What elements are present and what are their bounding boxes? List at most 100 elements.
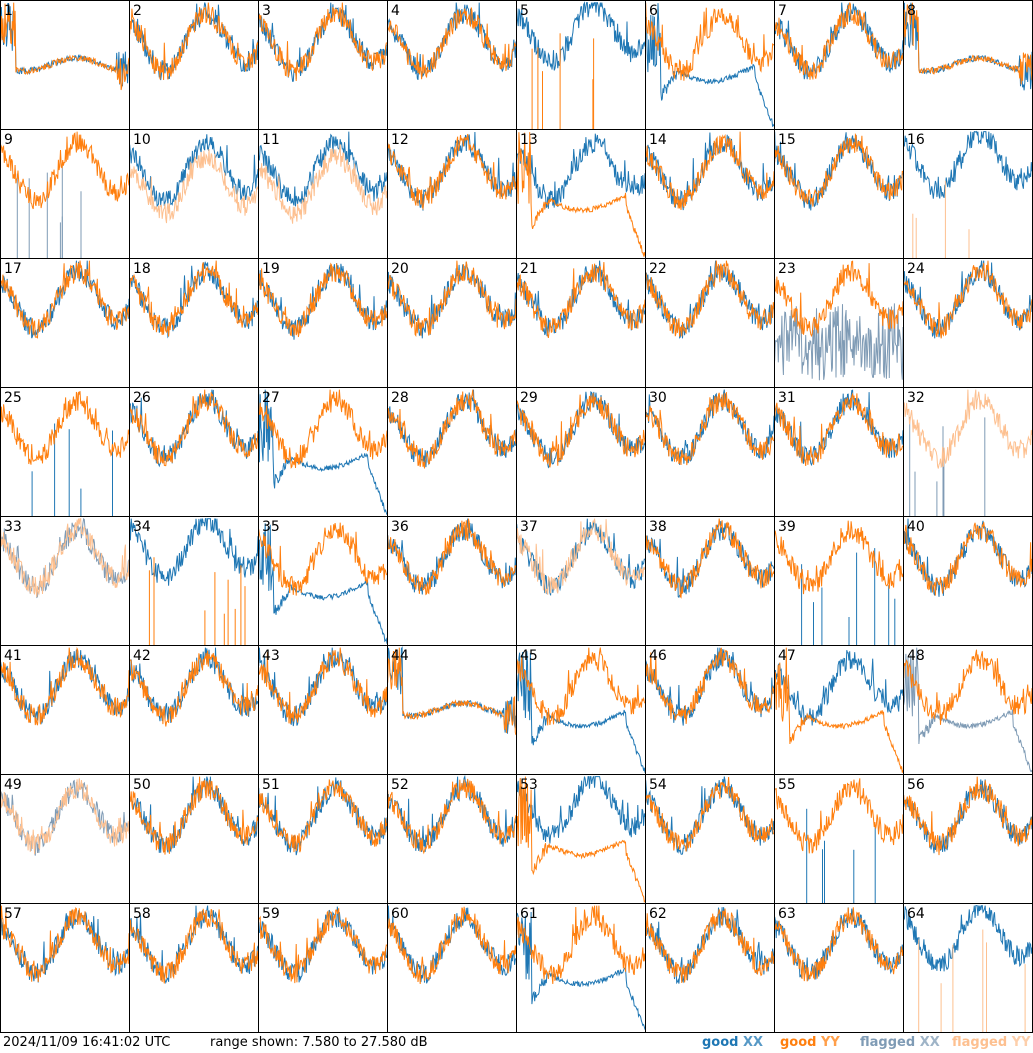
panel-34: 34 (129, 516, 259, 646)
panel-36-yy-good-line (387, 518, 516, 596)
panel-18-yy-good-line (129, 260, 258, 337)
panel-number: 5 (520, 3, 529, 19)
panel-number: 14 (649, 132, 667, 148)
panel-number: 15 (778, 132, 796, 148)
timestamp: 2024/11/09 16:41:02 UTC (3, 1035, 171, 1050)
panel-9: 9 (0, 129, 130, 259)
panel-23: 23 (774, 258, 904, 388)
panel-27-yy-good-line (258, 389, 387, 469)
panel-13-xx-good-line (516, 133, 645, 209)
panel-number: 20 (391, 261, 409, 277)
panel-17: 17 (0, 258, 130, 388)
panel-56-xx-good-line (903, 779, 1032, 854)
panel-number: 9 (4, 132, 13, 148)
panel-51-yy-good-line (258, 779, 387, 853)
panel-number: 17 (4, 261, 22, 277)
panel-55-yy-good-line (774, 778, 903, 854)
panel-number: 26 (133, 390, 151, 406)
panel-25-yy-good-line (0, 390, 129, 465)
panel-38: 38 (645, 516, 775, 646)
panel-11-yy-flagged-line (258, 144, 387, 224)
panel-38-yy-good-line (645, 518, 774, 599)
panel-27-xx-good-line (258, 389, 387, 515)
legend-good-yy: good YY (780, 1035, 840, 1050)
panel-border (258, 258, 388, 388)
panel-7-yy-good-line (774, 2, 903, 80)
panel-48-xx-flagged-line (903, 647, 1032, 773)
panel-59: 59 (258, 903, 388, 1033)
panel-number: 58 (133, 906, 151, 922)
panel-border (0, 0, 130, 130)
panel-20-yy-good-line (387, 260, 516, 337)
panel-8-xx-good-line (903, 2, 1032, 91)
panel-13-yy-good-line (516, 132, 645, 258)
panel-15-yy-good-line (774, 132, 903, 207)
panel-number: 10 (133, 132, 151, 148)
panel-12: 12 (387, 129, 517, 259)
panel-47-xx-good-line (774, 650, 903, 726)
panel-48: 48 (903, 645, 1033, 775)
panel-18: 18 (129, 258, 259, 388)
panel-51: 51 (258, 774, 388, 904)
panel-number: 19 (262, 261, 280, 277)
panel-19: 19 (258, 258, 388, 388)
panel-border (129, 516, 259, 646)
panel-35-xx-good-line (258, 523, 387, 644)
legend-flagged-yy: flagged YY (952, 1035, 1031, 1050)
panel-number: 33 (4, 519, 22, 535)
panel-number: 48 (907, 648, 925, 664)
panel-4-xx-good-line (387, 2, 516, 81)
panel-64: 64 (903, 903, 1033, 1033)
panel-16-xx-good-line (903, 130, 1032, 199)
panel-17-yy-good-line (0, 260, 129, 339)
legend-good-xx-pol: XX (743, 1035, 764, 1050)
panel-54: 54 (645, 774, 775, 904)
legend-flagged-yy-pol: YY (1011, 1035, 1031, 1050)
panel-border (516, 645, 646, 775)
panel-border (516, 258, 646, 388)
legend-flagged-yy-word: flagged (952, 1035, 1008, 1050)
panel-22-yy-good-line (645, 260, 774, 337)
panel-58-yy-good-line (129, 908, 258, 984)
panel-border (645, 0, 775, 130)
panel-10-yy-flagged-line (129, 149, 258, 224)
panel-border (0, 129, 130, 259)
panel-52-yy-good-line (387, 778, 516, 855)
panel-61: 61 (516, 903, 646, 1033)
panel-58: 58 (129, 903, 259, 1033)
panel-62-yy-good-line (645, 908, 774, 984)
panel-42: 42 (129, 645, 259, 775)
panel-60: 60 (387, 903, 517, 1033)
panel-number: 3 (262, 3, 271, 19)
panel-2-yy-good-line (129, 2, 258, 81)
panel-number: 32 (907, 390, 925, 406)
panel-number: 61 (520, 906, 538, 922)
panel-46: 46 (645, 645, 775, 775)
panel-2-xx-good-line (129, 2, 258, 81)
panel-48-yy-good-line (903, 649, 1032, 725)
panel-number: 28 (391, 390, 409, 406)
panel-2: 2 (129, 0, 259, 130)
panel-57: 57 (0, 903, 130, 1033)
panel-number: 6 (649, 3, 658, 19)
panel-37-yy-flagged-line (516, 518, 645, 595)
panel-number: 31 (778, 390, 796, 406)
panel-6: 6 (645, 0, 775, 130)
panel-30: 30 (645, 387, 775, 517)
panel-56-yy-good-line (903, 776, 1032, 856)
panel-number: 4 (391, 3, 400, 19)
panel-60-yy-good-line (387, 906, 516, 985)
panel-number: 22 (649, 261, 667, 277)
panel-63-yy-good-line (774, 907, 903, 982)
legend-flagged-xx: flagged XX (860, 1035, 940, 1050)
panel-27: 27 (258, 387, 388, 517)
panel-border (516, 129, 646, 259)
panel-40: 40 (903, 516, 1033, 646)
panel-6-xx-good-line (645, 3, 774, 127)
panel-number: 64 (907, 906, 925, 922)
panel-5: 5 (516, 0, 646, 130)
panel-number: 45 (520, 648, 538, 664)
panel-number: 54 (649, 777, 667, 793)
panel-number: 44 (391, 648, 409, 664)
